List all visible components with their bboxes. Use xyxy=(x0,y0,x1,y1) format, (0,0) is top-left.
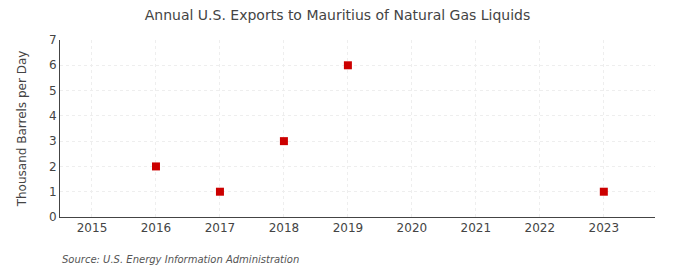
svg-text:2015: 2015 xyxy=(77,221,108,235)
svg-text:3: 3 xyxy=(49,134,57,148)
svg-text:2018: 2018 xyxy=(269,221,300,235)
svg-text:7: 7 xyxy=(49,33,57,47)
svg-text:2021: 2021 xyxy=(461,221,492,235)
svg-text:2017: 2017 xyxy=(205,221,236,235)
svg-text:0: 0 xyxy=(49,210,57,224)
svg-text:2020: 2020 xyxy=(397,221,428,235)
svg-text:4: 4 xyxy=(49,109,57,123)
svg-text:2023: 2023 xyxy=(589,221,620,235)
svg-text:1: 1 xyxy=(49,185,57,199)
svg-text:2016: 2016 xyxy=(141,221,172,235)
svg-text:2019: 2019 xyxy=(333,221,364,235)
svg-text:5: 5 xyxy=(49,84,57,98)
svg-text:Annual U.S. Exports to Mauriti: Annual U.S. Exports to Mauritius of Natu… xyxy=(145,7,531,23)
svg-text:6: 6 xyxy=(49,58,57,72)
svg-text:Thousand Barrels per Day: Thousand Barrels per Day xyxy=(15,51,29,208)
svg-text:2022: 2022 xyxy=(525,221,556,235)
svg-text:2: 2 xyxy=(49,160,57,174)
svg-text:Source: U.S. Energy Informatio: Source: U.S. Energy Information Administ… xyxy=(62,254,299,265)
